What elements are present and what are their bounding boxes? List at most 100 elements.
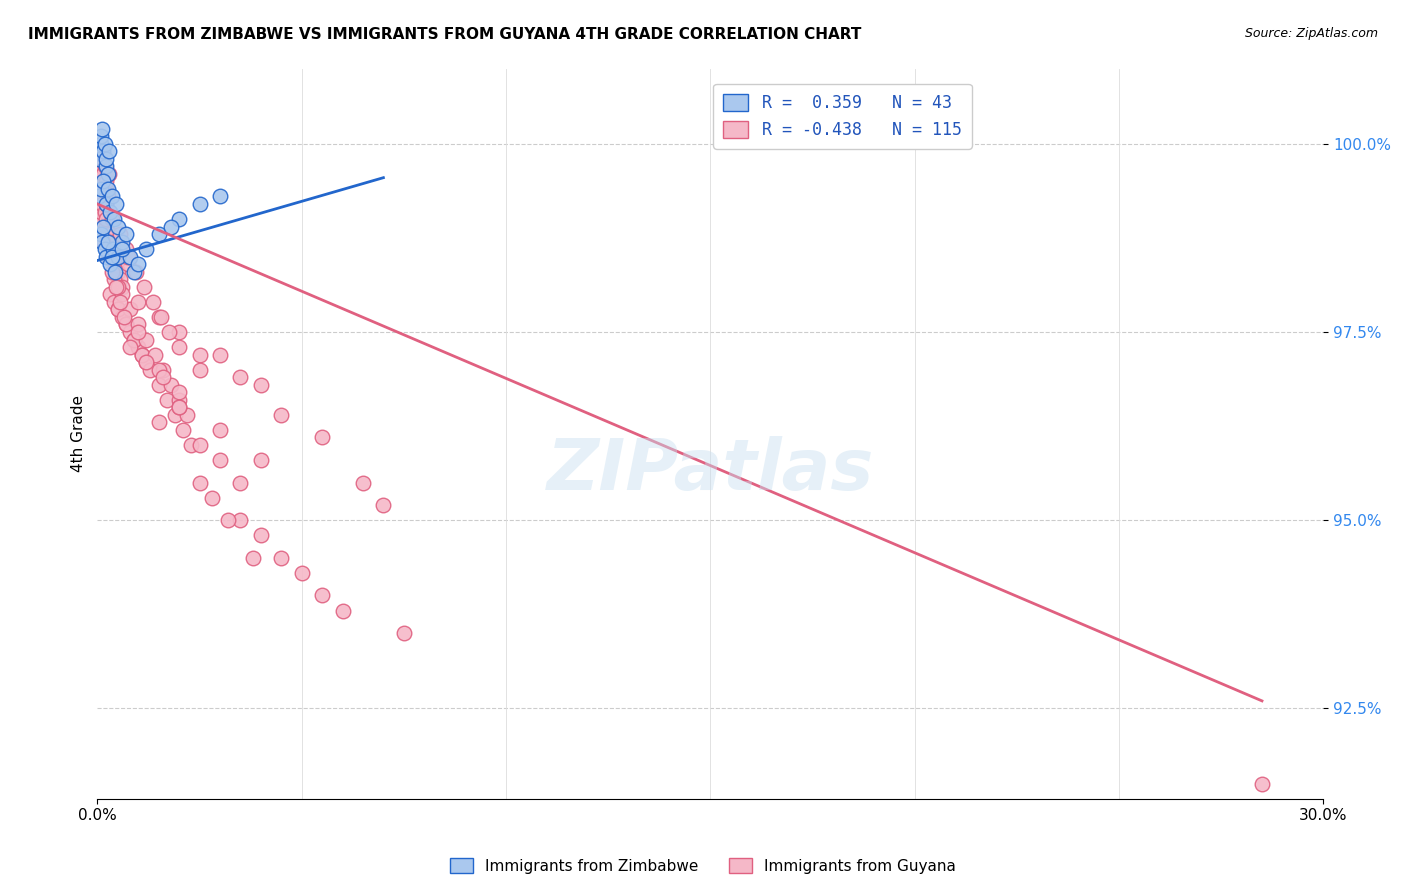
Point bbox=[111, 242, 134, 256]
Point bbox=[135, 355, 157, 369]
Point bbox=[94, 197, 117, 211]
Point bbox=[163, 408, 186, 422]
Point bbox=[100, 189, 122, 203]
Point bbox=[157, 325, 180, 339]
Point bbox=[249, 528, 271, 542]
Point bbox=[148, 415, 170, 429]
Legend: R =  0.359   N = 43, R = -0.438   N = 115: R = 0.359 N = 43, R = -0.438 N = 115 bbox=[713, 84, 972, 149]
Point bbox=[91, 235, 114, 249]
Point bbox=[167, 212, 190, 227]
Point bbox=[270, 550, 292, 565]
Point bbox=[127, 294, 149, 309]
Point bbox=[139, 362, 162, 376]
Point bbox=[98, 227, 121, 241]
Point bbox=[97, 167, 120, 181]
Point bbox=[100, 212, 122, 227]
Point bbox=[118, 340, 141, 354]
Point bbox=[135, 355, 157, 369]
Point bbox=[208, 189, 231, 203]
Point bbox=[115, 227, 138, 241]
Point bbox=[94, 219, 117, 234]
Point bbox=[89, 167, 111, 181]
Point bbox=[270, 408, 292, 422]
Point bbox=[108, 272, 131, 286]
Point bbox=[93, 160, 115, 174]
Point bbox=[208, 348, 231, 362]
Point bbox=[229, 370, 252, 384]
Point bbox=[100, 242, 122, 256]
Point bbox=[373, 498, 395, 512]
Point bbox=[103, 212, 125, 227]
Point bbox=[148, 227, 170, 241]
Y-axis label: 4th Grade: 4th Grade bbox=[72, 395, 86, 472]
Point bbox=[111, 280, 134, 294]
Point bbox=[103, 250, 125, 264]
Point bbox=[352, 475, 374, 490]
Point bbox=[93, 136, 115, 151]
Point bbox=[118, 302, 141, 317]
Text: IMMIGRANTS FROM ZIMBABWE VS IMMIGRANTS FROM GUYANA 4TH GRADE CORRELATION CHART: IMMIGRANTS FROM ZIMBABWE VS IMMIGRANTS F… bbox=[28, 27, 862, 42]
Point bbox=[127, 257, 149, 271]
Point bbox=[93, 174, 115, 188]
Point bbox=[104, 257, 127, 271]
Point bbox=[242, 550, 264, 565]
Point bbox=[98, 235, 121, 249]
Point bbox=[167, 325, 190, 339]
Point bbox=[97, 167, 120, 181]
Point bbox=[112, 250, 135, 264]
Point bbox=[103, 272, 125, 286]
Point bbox=[89, 189, 111, 203]
Point bbox=[188, 197, 211, 211]
Point bbox=[107, 280, 129, 294]
Point bbox=[91, 174, 114, 188]
Point bbox=[97, 235, 120, 249]
Point bbox=[1251, 777, 1274, 791]
Legend: Immigrants from Zimbabwe, Immigrants from Guyana: Immigrants from Zimbabwe, Immigrants fro… bbox=[444, 852, 962, 880]
Point bbox=[125, 265, 148, 279]
Point bbox=[94, 160, 117, 174]
Point bbox=[90, 182, 112, 196]
Point bbox=[172, 423, 194, 437]
Point bbox=[89, 152, 111, 166]
Point bbox=[112, 310, 135, 324]
Point bbox=[152, 362, 174, 376]
Point bbox=[118, 325, 141, 339]
Point bbox=[107, 219, 129, 234]
Point bbox=[98, 204, 121, 219]
Point bbox=[97, 250, 120, 264]
Point bbox=[96, 212, 118, 227]
Point bbox=[94, 197, 117, 211]
Point bbox=[98, 287, 121, 301]
Point bbox=[97, 182, 120, 196]
Point bbox=[188, 438, 211, 452]
Point bbox=[100, 265, 122, 279]
Text: ZIPatlas: ZIPatlas bbox=[547, 435, 875, 505]
Point bbox=[93, 219, 115, 234]
Point bbox=[249, 377, 271, 392]
Point bbox=[103, 265, 125, 279]
Point bbox=[127, 318, 149, 332]
Point bbox=[93, 145, 115, 159]
Point bbox=[111, 287, 134, 301]
Point bbox=[93, 204, 115, 219]
Point bbox=[89, 212, 111, 227]
Point bbox=[201, 491, 224, 505]
Point bbox=[160, 219, 183, 234]
Point bbox=[93, 242, 115, 256]
Point bbox=[90, 204, 112, 219]
Point bbox=[148, 310, 170, 324]
Point bbox=[160, 377, 183, 392]
Point bbox=[217, 513, 239, 527]
Point bbox=[208, 423, 231, 437]
Point bbox=[148, 362, 170, 376]
Point bbox=[107, 302, 129, 317]
Point bbox=[115, 318, 138, 332]
Point bbox=[149, 310, 172, 324]
Point bbox=[135, 333, 157, 347]
Point bbox=[90, 129, 112, 144]
Point bbox=[332, 603, 354, 617]
Point bbox=[229, 475, 252, 490]
Point bbox=[100, 250, 122, 264]
Point bbox=[131, 348, 153, 362]
Point bbox=[208, 453, 231, 467]
